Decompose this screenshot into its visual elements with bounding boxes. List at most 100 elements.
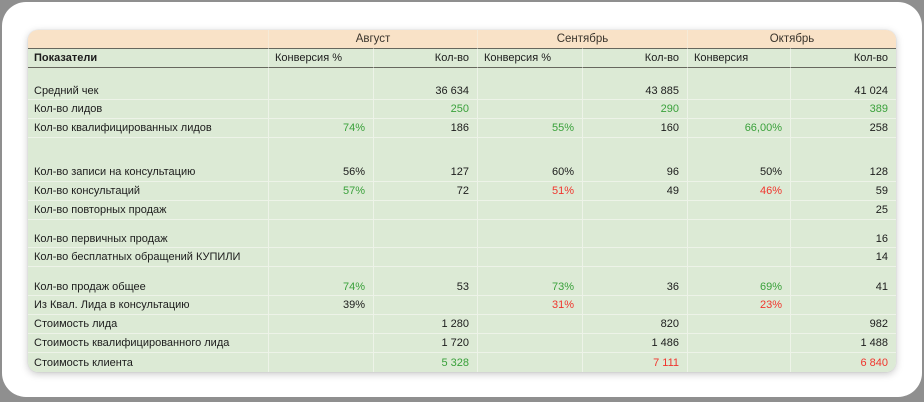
conversion-cell[interactable]: 50% — [687, 138, 790, 182]
conversion-cell[interactable]: 46% — [687, 182, 790, 201]
count-cell[interactable]: 389 — [790, 100, 896, 119]
conversion-cell[interactable] — [268, 353, 373, 372]
count-cell[interactable]: 128 — [790, 138, 896, 182]
conversion-cell[interactable]: 74% — [268, 119, 373, 138]
conversion-cell[interactable] — [477, 100, 582, 119]
conversion-cell[interactable]: 31% — [477, 296, 582, 315]
count-cell[interactable]: 820 — [582, 315, 687, 334]
conversion-cell[interactable] — [477, 248, 582, 267]
conversion-cell[interactable] — [477, 68, 582, 100]
conversion-cell[interactable] — [268, 315, 373, 334]
conversion-cell[interactable] — [687, 68, 790, 100]
conversion-cell[interactable]: 66,00% — [687, 119, 790, 138]
conversion-cell[interactable]: 56% — [268, 138, 373, 182]
metrics-column-header[interactable]: Показатели — [28, 48, 268, 68]
count-cell[interactable]: 41 — [790, 267, 896, 296]
metric-label-cell[interactable]: Кол-во продаж общее — [28, 267, 268, 296]
metric-label-cell[interactable]: Стоимость лида — [28, 315, 268, 334]
count-cell[interactable]: 49 — [582, 182, 687, 201]
metric-label-cell[interactable]: Кол-во бесплатных обращений КУПИЛИ — [28, 248, 268, 267]
count-cell[interactable]: 7 111 — [582, 353, 687, 372]
count-cell[interactable]: 6 840 — [790, 353, 896, 372]
conversion-cell[interactable] — [268, 220, 373, 248]
conversion-cell[interactable] — [687, 248, 790, 267]
count-cell[interactable]: 41 024 — [790, 68, 896, 100]
count-cell[interactable]: 186 — [373, 119, 477, 138]
count-cell[interactable]: 14 — [790, 248, 896, 267]
conversion-cell[interactable] — [268, 201, 373, 220]
count-cell[interactable] — [373, 248, 477, 267]
conversion-cell[interactable] — [687, 334, 790, 353]
count-cell[interactable]: 36 — [582, 267, 687, 296]
count-cell[interactable] — [373, 296, 477, 315]
count-cell[interactable]: 127 — [373, 138, 477, 182]
count-cell[interactable]: 5 328 — [373, 353, 477, 372]
count-cell[interactable] — [373, 220, 477, 248]
conversion-cell[interactable] — [477, 315, 582, 334]
count-cell[interactable] — [582, 296, 687, 315]
conversion-cell[interactable]: 55% — [477, 119, 582, 138]
metric-label-cell[interactable]: Кол-во повторных продаж — [28, 201, 268, 220]
count-cell[interactable]: 1 486 — [582, 334, 687, 353]
conversion-cell[interactable]: 74% — [268, 267, 373, 296]
count-cell[interactable]: 53 — [373, 267, 477, 296]
count-cell[interactable]: 96 — [582, 138, 687, 182]
metric-label-cell[interactable]: Стоимость клиента — [28, 353, 268, 372]
count-cell[interactable]: 36 634 — [373, 68, 477, 100]
conversion-cell[interactable] — [687, 201, 790, 220]
count-cell[interactable] — [790, 296, 896, 315]
metric-label-cell[interactable]: Кол-во записи на консультацию — [28, 138, 268, 182]
conversion-cell[interactable] — [268, 334, 373, 353]
conversion-cell[interactable] — [268, 68, 373, 100]
conversion-cell[interactable] — [477, 334, 582, 353]
metric-label-cell[interactable]: Кол-во квалифицированных лидов — [28, 119, 268, 138]
column-header-conversion-aug[interactable]: Конверсия % — [268, 48, 373, 68]
conversion-cell[interactable] — [687, 353, 790, 372]
corner-cell[interactable] — [28, 30, 268, 48]
column-header-conversion-oct[interactable]: Конверсия — [687, 48, 790, 68]
count-cell[interactable]: 982 — [790, 315, 896, 334]
count-cell[interactable]: 1 280 — [373, 315, 477, 334]
metric-label-cell[interactable]: Кол-во первичных продаж — [28, 220, 268, 248]
count-cell[interactable]: 72 — [373, 182, 477, 201]
count-cell[interactable]: 258 — [790, 119, 896, 138]
conversion-cell[interactable] — [477, 220, 582, 248]
metric-label-cell[interactable]: Кол-во лидов — [28, 100, 268, 119]
count-cell[interactable] — [373, 201, 477, 220]
month-header-september[interactable]: Сентябрь — [477, 30, 687, 48]
count-cell[interactable] — [582, 220, 687, 248]
conversion-cell[interactable]: 73% — [477, 267, 582, 296]
conversion-cell[interactable]: 39% — [268, 296, 373, 315]
conversion-cell[interactable]: 57% — [268, 182, 373, 201]
metric-label-cell[interactable]: Стоимость квалифицированного лида — [28, 334, 268, 353]
conversion-cell[interactable] — [687, 315, 790, 334]
month-header-august[interactable]: Август — [268, 30, 477, 48]
conversion-cell[interactable]: 51% — [477, 182, 582, 201]
count-cell[interactable] — [582, 201, 687, 220]
count-cell[interactable]: 1 488 — [790, 334, 896, 353]
conversion-cell[interactable] — [477, 353, 582, 372]
conversion-cell[interactable]: 23% — [687, 296, 790, 315]
count-cell[interactable]: 160 — [582, 119, 687, 138]
conversion-cell[interactable] — [268, 248, 373, 267]
count-cell[interactable]: 16 — [790, 220, 896, 248]
count-cell[interactable]: 250 — [373, 100, 477, 119]
count-cell[interactable]: 290 — [582, 100, 687, 119]
conversion-cell[interactable] — [687, 100, 790, 119]
column-header-conversion-sep[interactable]: Конверсия % — [477, 48, 582, 68]
conversion-cell[interactable] — [477, 201, 582, 220]
column-header-count-aug[interactable]: Кол-во — [373, 48, 477, 68]
count-cell[interactable] — [582, 248, 687, 267]
metric-label-cell[interactable]: Средний чек — [28, 68, 268, 100]
conversion-cell[interactable]: 60% — [477, 138, 582, 182]
count-cell[interactable]: 59 — [790, 182, 896, 201]
metric-label-cell[interactable]: Из Квал. Лида в консультацию — [28, 296, 268, 315]
count-cell[interactable]: 43 885 — [582, 68, 687, 100]
conversion-cell[interactable] — [687, 220, 790, 248]
metric-label-cell[interactable]: Кол-во консультаций — [28, 182, 268, 201]
column-header-count-oct[interactable]: Кол-во — [790, 48, 896, 68]
conversion-cell[interactable]: 69% — [687, 267, 790, 296]
month-header-october[interactable]: Октябрь — [687, 30, 896, 48]
column-header-count-sep[interactable]: Кол-во — [582, 48, 687, 68]
count-cell[interactable]: 1 720 — [373, 334, 477, 353]
